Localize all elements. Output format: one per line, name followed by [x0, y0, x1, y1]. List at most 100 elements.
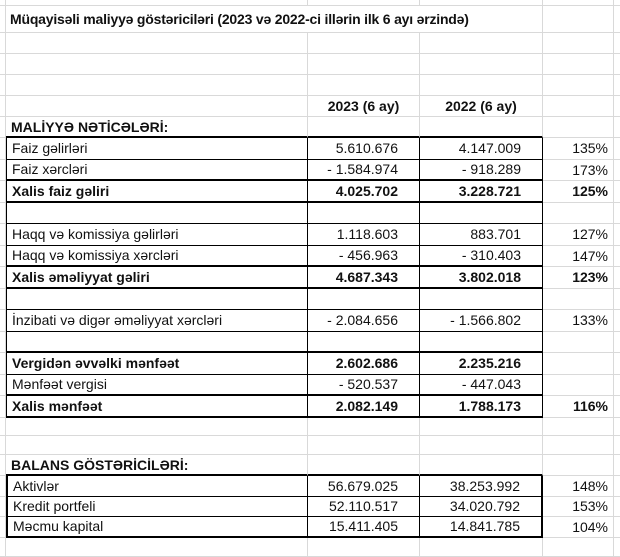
value-2023-cell[interactable]: 5.610.676 [308, 138, 420, 160]
grid-cell [0, 75, 6, 96]
value-2023-cell[interactable]: - 2.084.656 [308, 310, 420, 332]
value-2022-cell[interactable]: 1.788.173 [420, 396, 543, 418]
percent-cell[interactable]: 147% [543, 245, 614, 267]
value-2023-cell[interactable]: 52.110.517 [308, 496, 420, 517]
grid-cell [614, 54, 620, 75]
percent-cell[interactable]: 173% [543, 159, 614, 181]
grid-cell [0, 0, 6, 6]
grid-cell [614, 375, 620, 396]
grid-cell [308, 455, 420, 476]
grid-cell [0, 138, 6, 160]
percent-cell[interactable] [543, 353, 614, 375]
value-2022-cell[interactable]: 3.228.721 [420, 181, 543, 203]
percent-cell[interactable]: 125% [543, 181, 614, 203]
table-row-haqq-xercleri: Haqq və komissiya xərcləri - 456.963 - 3… [0, 245, 620, 267]
grid-cell [614, 517, 620, 538]
row-label-cell[interactable]: Faiz gəlirləri [6, 138, 308, 160]
percent-cell[interactable]: 135% [543, 138, 614, 160]
grid-cell [0, 267, 6, 289]
grid-cell [0, 374, 6, 396]
grid-cell [6, 96, 308, 117]
grid-cell [420, 436, 543, 455]
value-2023-cell[interactable]: - 456.963 [308, 245, 420, 267]
value-2022-cell[interactable]: - 1.566.802 [420, 310, 543, 332]
value-2023-cell[interactable]: 4.025.702 [308, 181, 420, 203]
grid-cell [0, 245, 6, 267]
row-label-cell[interactable]: Xalis əməliyyat gəliri [6, 267, 308, 289]
row-label-cell[interactable]: Vergidən əvvəlki mənfəət [6, 353, 308, 375]
column-header-2022[interactable]: 2022 (6 ay) [420, 96, 543, 117]
value-2022-cell[interactable]: 38.253.992 [420, 476, 543, 497]
row-label-cell[interactable]: Haqq və komissiya xərcləri [6, 245, 308, 267]
grid-cell [308, 331, 420, 353]
grid-cell [6, 0, 308, 6]
value-2023-cell[interactable]: 56.679.025 [308, 476, 420, 497]
value-2022-cell[interactable]: 34.020.792 [420, 496, 543, 517]
row-label-cell[interactable]: Aktivlər [6, 476, 308, 497]
grid-cell [6, 288, 308, 310]
grid-cell [308, 202, 420, 224]
grid-cell [308, 288, 420, 310]
value-2022-cell[interactable]: 14.841.785 [420, 517, 543, 538]
section-title-balans[interactable]: BALANS GÖSTƏRİCİLƏRİ: [6, 455, 308, 476]
value-2022-cell[interactable]: 883.701 [420, 224, 543, 246]
table-row-mecmu-kapital: Məcmu kapital 15.411.405 14.841.785 104% [0, 517, 620, 538]
grid-cell [543, 455, 614, 476]
section-header-row-maliyye: MALİYYƏ NƏTİCƏLƏRİ: [0, 117, 620, 138]
percent-cell[interactable] [543, 374, 614, 396]
grid-cell [308, 117, 420, 138]
percent-cell[interactable]: 104% [543, 517, 614, 538]
grid-cell [614, 267, 620, 289]
grid-cell [614, 310, 620, 332]
value-2022-cell[interactable]: - 447.043 [420, 374, 543, 396]
value-2022-cell[interactable]: 2.235.216 [420, 353, 543, 375]
page-title[interactable]: Müqayisəli maliyyə göstəriciləri (2023 v… [6, 6, 543, 33]
grid-cell [420, 537, 543, 557]
value-2022-cell[interactable]: - 918.289 [420, 159, 543, 181]
row-label-cell[interactable]: Mənfəət vergisi [6, 374, 308, 396]
grid-cell [0, 181, 6, 203]
value-2022-cell[interactable]: 4.147.009 [420, 138, 543, 160]
grid-cell [543, 0, 614, 6]
grid-cell [308, 436, 420, 455]
row-label-cell[interactable]: Məcmu kapital [6, 517, 308, 538]
row-label-cell[interactable]: Xalis faiz gəliri [6, 181, 308, 203]
percent-cell[interactable]: 127% [543, 224, 614, 246]
section-title-maliyye[interactable]: MALİYYƏ NƏTİCƏLƏRİ: [6, 117, 308, 138]
grid-cell [0, 288, 6, 310]
value-2022-cell[interactable]: - 310.403 [420, 245, 543, 267]
grid-cell [543, 288, 614, 310]
row-label-cell[interactable]: Haqq və komissiya gəlirləri [6, 224, 308, 246]
grid-cell [543, 33, 614, 54]
column-header-2023[interactable]: 2023 (6 ay) [308, 96, 420, 117]
value-2023-cell[interactable]: 2.082.149 [308, 396, 420, 418]
grid-cell [420, 75, 543, 96]
grid-cell [0, 396, 6, 418]
percent-cell[interactable]: 133% [543, 310, 614, 332]
grid-cell [543, 75, 614, 96]
grid-cell [420, 0, 543, 6]
row-label-cell[interactable]: Faiz xərcləri [6, 159, 308, 181]
percent-cell[interactable]: 123% [543, 267, 614, 289]
grid-cell [308, 33, 420, 54]
row-label-cell[interactable]: İnzibati və digər əməliyyat xərcləri [6, 310, 308, 332]
grid-cell [614, 138, 620, 160]
value-2023-cell[interactable]: - 1.584.974 [308, 159, 420, 181]
grid-row-empty [0, 33, 620, 54]
percent-cell[interactable]: 153% [543, 496, 614, 517]
grid-cell [614, 538, 620, 557]
value-2023-cell[interactable]: 15.411.405 [308, 517, 420, 538]
value-2023-cell[interactable]: - 520.537 [308, 374, 420, 396]
grid-cell [0, 96, 6, 117]
value-2023-cell[interactable]: 1.118.603 [308, 224, 420, 246]
row-label-cell[interactable]: Kredit portfeli [6, 496, 308, 517]
grid-row-empty [0, 537, 620, 557]
value-2023-cell[interactable]: 2.602.686 [308, 353, 420, 375]
row-label-cell[interactable]: Xalis mənfəət [6, 396, 308, 418]
percent-cell[interactable]: 116% [543, 396, 614, 418]
grid-cell [420, 288, 543, 310]
value-2023-cell[interactable]: 4.687.343 [308, 267, 420, 289]
value-2022-cell[interactable]: 3.802.018 [420, 267, 543, 289]
percent-cell[interactable]: 148% [543, 476, 614, 497]
grid-cell [420, 455, 543, 476]
